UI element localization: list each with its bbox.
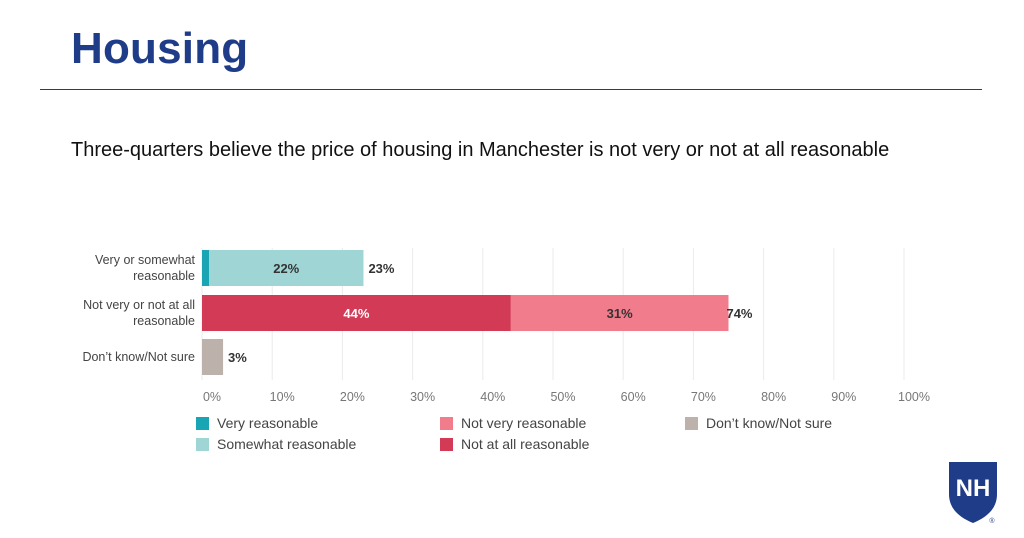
x-tick-label: 100% [898,390,930,404]
bar-total-label: 3% [228,350,247,365]
category-label: Very or somewhat [95,253,196,267]
legend-label: Very reasonable [217,415,319,431]
bar-segment [202,295,511,331]
legend-label: Not at all reasonable [461,436,590,452]
x-tick-label: 0% [203,390,221,404]
legend-label: Somewhat reasonable [217,436,357,452]
x-tick-label: 40% [480,390,505,404]
x-tick-label: 50% [550,390,575,404]
category-label: reasonable [133,314,195,328]
title-divider [40,89,982,90]
category-label: Not very or not at all [83,298,195,312]
page-title: Housing [71,24,249,73]
x-tick-label: 60% [621,390,646,404]
x-tick-label: 30% [410,390,435,404]
category-label: Don’t know/Not sure [82,350,195,364]
bar-segment-label: 31% [607,306,633,321]
legend-swatch [440,416,453,430]
unh-shield-icon: NH ® [949,462,997,525]
chart-subtitle: Three-quarters believe the price of hous… [71,139,890,161]
legend-swatch [196,437,209,451]
legend-item-dont-know: Don’t know/Not sure [685,415,832,431]
legend-item-very-reasonable: Very reasonable [196,415,318,431]
legend-swatch [196,416,209,430]
shield-shape [949,462,997,523]
bar-total-label: 74% [726,306,752,321]
registered-mark: ® [989,517,995,525]
legend-item-not-at-all-reasonable: Not at all reasonable [440,436,589,452]
legend-item-not-very-reasonable: Not very reasonable [440,415,586,431]
bar-segment-label: 22% [273,261,299,276]
category-label: reasonable [133,269,195,283]
x-tick-label: 80% [761,390,786,404]
logo-text: NH [956,475,991,502]
x-tick-label: 10% [270,390,295,404]
bar-segment [209,250,364,286]
x-tick-label: 70% [691,390,716,404]
legend-item-somewhat-reasonable: Somewhat reasonable [196,436,356,452]
bar-segment [510,295,729,331]
legend-label: Not very reasonable [461,415,587,431]
bar-segment-label: 44% [343,306,369,321]
legend-swatch [685,416,698,430]
legend-swatch [440,437,453,451]
legend-label: Don’t know/Not sure [706,415,833,431]
bar-total-label: 23% [368,261,394,276]
x-tick-label: 90% [831,390,856,404]
bar-segment [202,339,224,375]
x-tick-label: 20% [340,390,365,404]
bar-segment [202,250,210,286]
